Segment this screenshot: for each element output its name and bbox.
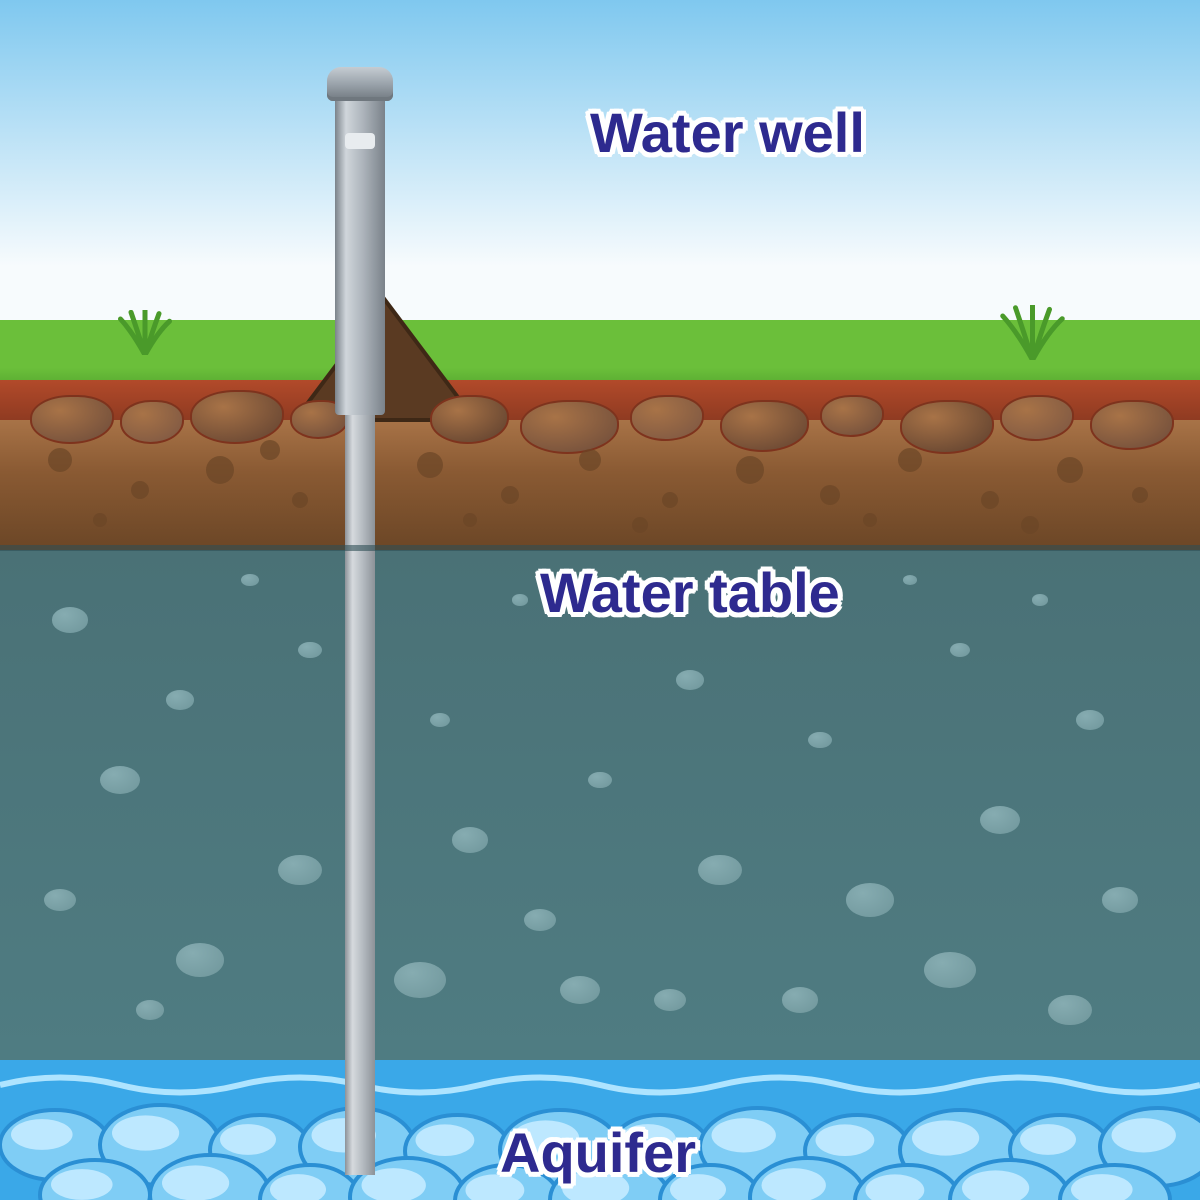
- water-pebble: [176, 943, 224, 977]
- water-pebble: [452, 827, 488, 852]
- well-pipe: [345, 400, 375, 1175]
- water-pebble: [278, 855, 322, 886]
- water-well-diagram: Water well Water table Aquifer: [0, 0, 1200, 1200]
- water-pebble: [100, 766, 140, 794]
- water-pebble: [560, 976, 600, 1004]
- water-pebble: [1032, 594, 1048, 605]
- water-pebble: [1076, 710, 1104, 730]
- water-pebble: [782, 987, 818, 1012]
- water-pebble: [524, 909, 556, 931]
- water-pebble: [166, 690, 194, 710]
- water-pebble: [512, 594, 528, 605]
- pebble: [736, 456, 764, 484]
- water-pebble: [136, 1000, 164, 1020]
- water-pebble: [654, 989, 686, 1011]
- grass-tuft: [990, 305, 1075, 360]
- water-pebble: [980, 806, 1020, 834]
- label-water-well: Water well: [590, 100, 865, 165]
- pebble: [632, 517, 648, 533]
- well-cap: [327, 67, 393, 101]
- water-pebble: [394, 962, 446, 998]
- water-pebble: [44, 889, 76, 911]
- pebble: [820, 485, 840, 505]
- water-pebble: [52, 607, 88, 632]
- pebble: [501, 486, 519, 504]
- pebble: [48, 448, 72, 472]
- water-table-line: [0, 545, 1200, 551]
- pebble: [863, 513, 877, 527]
- pebble: [206, 456, 234, 484]
- label-aquifer: Aquifer: [500, 1120, 696, 1185]
- water-pebble: [430, 713, 450, 727]
- pebble: [93, 513, 107, 527]
- water-pebble: [950, 643, 970, 657]
- pebble: [898, 448, 922, 472]
- casing-slot: [345, 133, 375, 149]
- water-pebble: [676, 670, 704, 690]
- pebble: [260, 440, 280, 460]
- pebble: [1132, 487, 1148, 503]
- water-pebble: [1048, 995, 1092, 1026]
- pebble: [1057, 457, 1083, 483]
- pebble: [579, 449, 601, 471]
- pebble: [292, 492, 308, 508]
- pebble: [417, 452, 443, 478]
- well-casing: [335, 95, 385, 415]
- water-pebble: [924, 952, 976, 988]
- pebble: [131, 481, 149, 499]
- water-pebble: [846, 883, 894, 917]
- water-pebble: [698, 855, 742, 886]
- pebble: [981, 491, 999, 509]
- sky-layer: [0, 0, 1200, 355]
- pebble: [1021, 516, 1039, 534]
- pebble: [463, 513, 477, 527]
- pebble: [662, 492, 678, 508]
- water-pebble: [903, 575, 917, 585]
- saturated-zone-layer: [0, 550, 1200, 1060]
- grass-tuft: [110, 310, 180, 355]
- water-pebble: [1102, 887, 1138, 912]
- label-water-table: Water table: [540, 560, 840, 625]
